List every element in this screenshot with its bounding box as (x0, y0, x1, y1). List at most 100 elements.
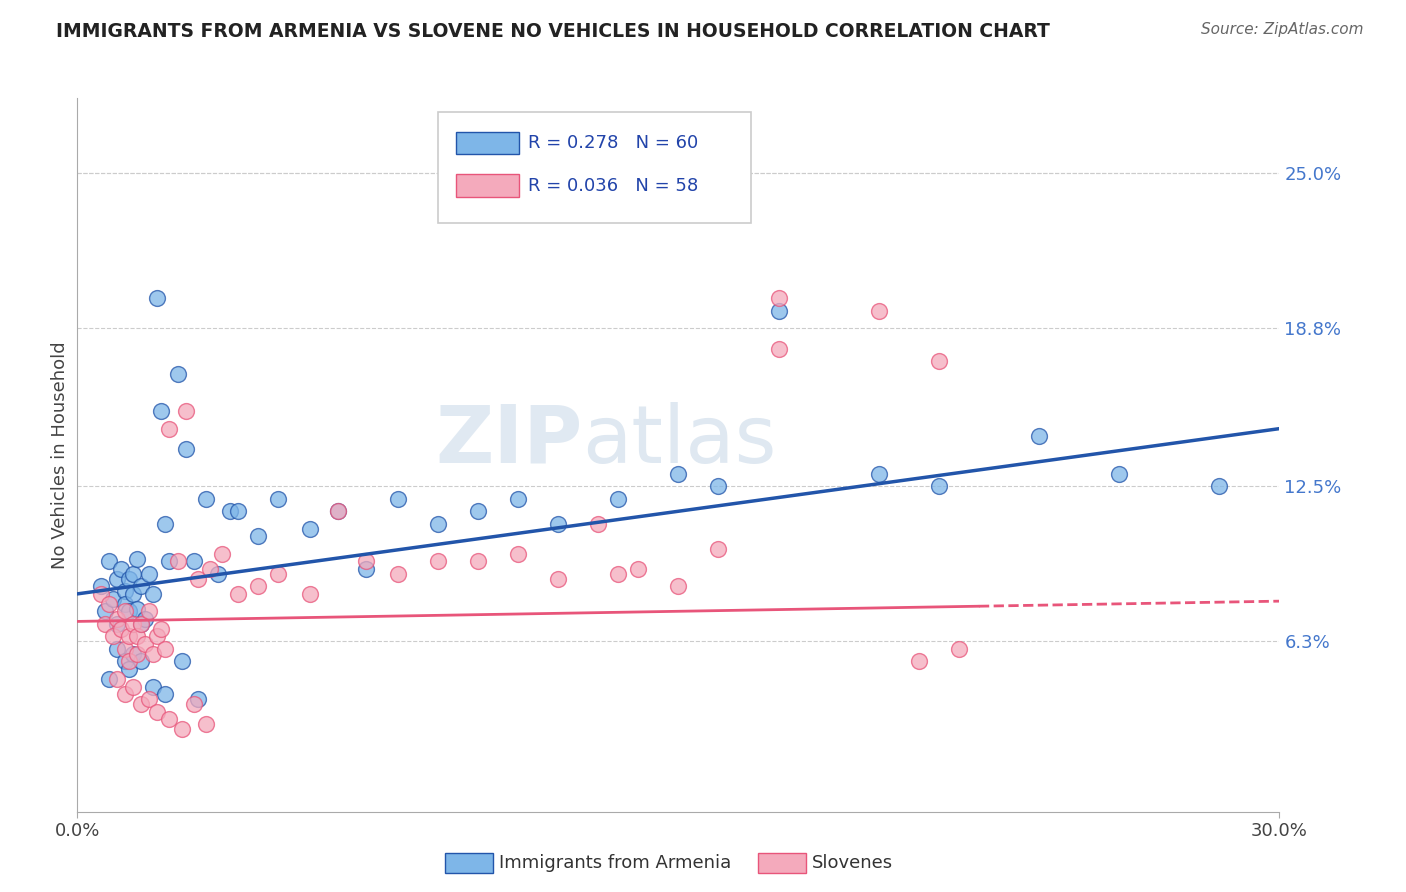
Point (1108, 467, 1130, 481)
Point (155, 516, 177, 531)
Point (107, 616, 129, 631)
Point (948, 642, 970, 657)
Point (118, 572, 141, 586)
Point (127, 630, 149, 644)
Point (908, 655, 931, 669)
Point (607, 491, 630, 506)
Point (267, 566, 290, 581)
Y-axis label: No Vehicles in Household: No Vehicles in Household (51, 341, 69, 569)
Point (118, 655, 141, 669)
Point (226, 504, 249, 518)
Text: ZIP: ZIP (434, 401, 582, 480)
Point (127, 602, 149, 616)
Point (187, 692, 209, 706)
Point (103, 591, 125, 606)
Point (150, 622, 173, 636)
Point (298, 522, 321, 536)
Point (166, 367, 188, 381)
Point (211, 547, 233, 561)
Point (131, 616, 153, 631)
Point (114, 597, 136, 611)
Point (122, 680, 145, 694)
Point (155, 687, 177, 701)
Point (138, 692, 160, 706)
Point (267, 491, 290, 506)
Point (118, 604, 141, 618)
Point (467, 554, 489, 568)
Point (354, 562, 377, 576)
Point (868, 467, 890, 481)
Point (427, 554, 450, 568)
Point (114, 642, 136, 657)
Point (467, 504, 489, 518)
Point (607, 566, 630, 581)
FancyBboxPatch shape (439, 112, 751, 223)
Point (155, 642, 177, 657)
Point (142, 647, 165, 661)
Point (90, 579, 112, 593)
Point (127, 647, 149, 661)
Point (90, 587, 112, 601)
Point (131, 579, 153, 593)
Text: Source: ZipAtlas.com: Source: ZipAtlas.com (1201, 22, 1364, 37)
Point (174, 404, 197, 418)
Text: Slovenes: Slovenes (811, 854, 893, 872)
Point (159, 554, 181, 568)
Point (170, 655, 193, 669)
Point (246, 529, 269, 543)
Point (138, 566, 160, 581)
Point (107, 572, 129, 586)
Point (142, 680, 165, 694)
Point (187, 572, 209, 586)
Point (194, 491, 217, 506)
Point (134, 637, 156, 651)
Point (98, 597, 121, 611)
Point (134, 612, 156, 626)
Point (114, 655, 136, 669)
Point (588, 516, 610, 531)
Point (707, 541, 730, 556)
Point (547, 572, 569, 586)
Point (142, 587, 165, 601)
Point (508, 491, 530, 506)
Point (170, 722, 193, 736)
Point (98, 672, 121, 686)
Point (627, 562, 650, 576)
Point (107, 672, 129, 686)
Point (174, 442, 197, 456)
Point (146, 630, 169, 644)
Point (246, 579, 269, 593)
FancyBboxPatch shape (456, 175, 519, 197)
Point (218, 504, 240, 518)
Point (183, 554, 205, 568)
Point (354, 554, 377, 568)
Point (114, 687, 136, 701)
Point (131, 616, 153, 631)
Point (508, 547, 530, 561)
Point (110, 622, 132, 636)
Point (226, 587, 249, 601)
Point (114, 604, 136, 618)
Point (1028, 429, 1050, 443)
Point (326, 504, 349, 518)
Point (103, 630, 125, 644)
Point (928, 354, 950, 368)
Point (150, 404, 173, 418)
Point (207, 566, 229, 581)
Text: R = 0.278   N = 60: R = 0.278 N = 60 (529, 134, 699, 152)
Point (94, 616, 117, 631)
Point (868, 304, 890, 318)
Point (98, 554, 121, 568)
Point (768, 304, 790, 318)
Point (668, 467, 690, 481)
Point (387, 491, 409, 506)
Point (768, 342, 790, 356)
Point (114, 584, 136, 599)
Point (118, 662, 141, 676)
Point (298, 587, 321, 601)
Point (146, 705, 169, 719)
Text: R = 0.036   N = 58: R = 0.036 N = 58 (529, 177, 699, 194)
Point (387, 566, 409, 581)
Point (122, 566, 145, 581)
Text: Immigrants from Armenia: Immigrants from Armenia (499, 854, 731, 872)
